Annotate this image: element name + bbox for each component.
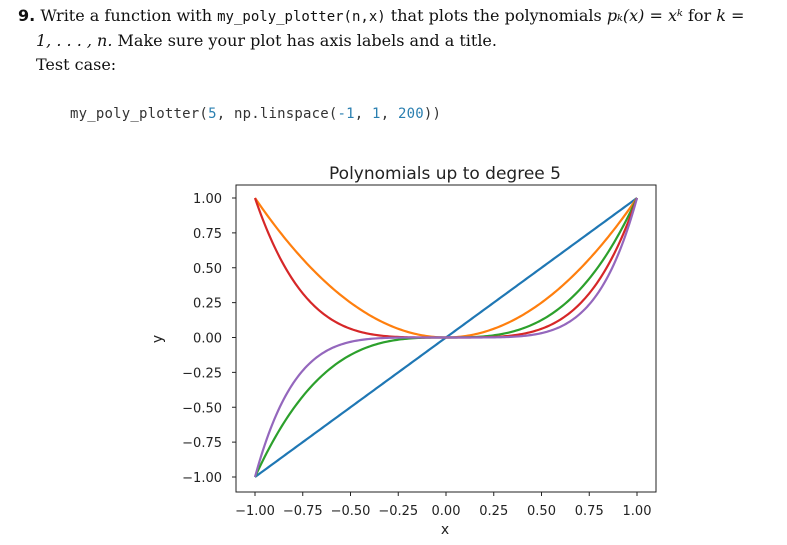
problem-number: 9. [18, 6, 36, 25]
y-axis: 1.00 0.75 0.50 0.25 0.00 −0.25 −0.50 −0.75 −1.00 [182, 192, 236, 486]
problem-text-4: Make sure your plot has axis labels and … [117, 31, 497, 50]
y-tick-label: 0.75 [193, 227, 222, 242]
y-tick-label: −0.25 [182, 366, 222, 381]
x-tick-label: 0.50 [527, 504, 556, 519]
y-tick-label: 1.00 [193, 192, 222, 207]
x-tick-label: −1.00 [235, 504, 275, 519]
problem-statement: 9. Write a function with my_poly_plotter… [18, 4, 778, 77]
y-tick-label: −0.50 [182, 401, 222, 416]
test-case-label: Test case: [36, 55, 117, 74]
x-tick-label: 0.25 [479, 504, 508, 519]
test-case-code: my_poly_plotter(5, np.linspace(-1, 1, 20… [70, 106, 441, 122]
code-sep-1: , [354, 106, 373, 122]
problem-line-1: 9. Write a function with my_poly_plotter… [18, 4, 778, 29]
x-tick-label: −0.75 [283, 504, 323, 519]
x-axis: −1.00 −0.75 −0.50 −0.25 0.00 0.25 0.50 0.75 1.00 [235, 492, 651, 519]
y-tick-label: 0.50 [193, 262, 222, 277]
problem-line-2: 1, . . . , n. Make sure your plot has ax… [18, 29, 778, 53]
x-tick-label: 1.00 [623, 504, 652, 519]
x-tick-label: −0.25 [378, 504, 418, 519]
function-signature: my_poly_plotter(n,x) [217, 9, 386, 25]
range-expression: 1, . . . , n. [36, 31, 113, 50]
code-suffix: )) [423, 106, 442, 122]
x-axis-label: x [441, 522, 449, 538]
y-tick-label: −1.00 [182, 471, 222, 486]
code-arg-n: 5 [208, 106, 217, 122]
x-tick-label: −0.50 [331, 504, 371, 519]
series-line-degree-2 [254, 197, 638, 339]
x-tick-label: 0.00 [432, 504, 461, 519]
problem-text-1: Write a function with [40, 6, 213, 25]
problem-text-2: that plots the polynomials [390, 6, 602, 25]
code-call-prefix: my_poly_plotter( [70, 106, 209, 122]
code-mid: , np.linspace( [216, 106, 338, 122]
problem-text-3: for [687, 6, 712, 25]
y-tick-label: 0.00 [193, 332, 222, 347]
y-tick-label: −0.75 [182, 436, 222, 451]
y-axis-label: y [150, 335, 166, 343]
code-sep-2: , [380, 106, 398, 122]
y-tick-label: 0.25 [193, 297, 222, 312]
code-arg-start: -1 [337, 106, 355, 122]
series-group [253, 197, 639, 478]
code-arg-num: 200 [397, 106, 424, 122]
k-equals: k = [716, 6, 745, 25]
code-arg-end: 1 [372, 106, 381, 122]
x-tick-label: 0.75 [575, 504, 604, 519]
series-line-degree-5 [253, 197, 639, 478]
polynomial-expression: pₖ(x) = xᵏ [606, 6, 683, 25]
chart-title: Polynomials up to degree 5 [329, 164, 561, 184]
